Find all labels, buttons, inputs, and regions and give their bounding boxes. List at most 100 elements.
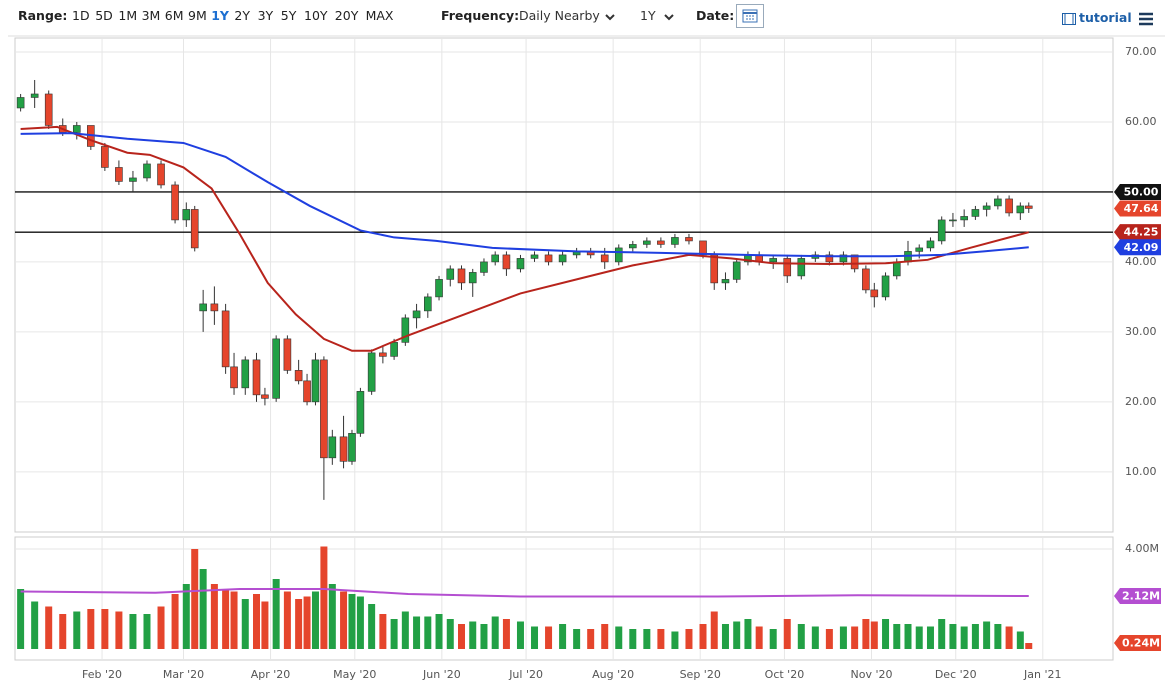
value-tag xyxy=(1114,635,1161,651)
volume-bar xyxy=(559,624,567,649)
candle-body xyxy=(446,268,455,280)
range-button[interactable]: 5D xyxy=(95,8,113,23)
volume-bar xyxy=(516,621,524,649)
volume-bar xyxy=(272,579,280,649)
volume-bar xyxy=(379,614,387,649)
price-panel xyxy=(14,37,1114,533)
volume-bar xyxy=(904,624,912,649)
tutorial-link[interactable]: tutorial xyxy=(1079,10,1132,25)
range-button[interactable]: 3Y xyxy=(257,8,274,23)
candle-body xyxy=(115,167,123,182)
range-button[interactable]: 1D xyxy=(72,8,90,23)
candle-body xyxy=(657,240,665,245)
x-tick-label: Dec '20 xyxy=(935,668,977,681)
candle-body xyxy=(960,216,968,221)
range-button[interactable]: 1M xyxy=(118,8,138,23)
volume-bar xyxy=(356,596,364,649)
candle-body xyxy=(783,258,792,277)
candle-body xyxy=(839,254,848,263)
candle-body xyxy=(272,338,280,399)
x-tick-label: Sep '20 xyxy=(680,668,721,681)
period-select[interactable]: 1Y xyxy=(640,8,656,23)
range-button[interactable]: 5Y xyxy=(280,8,297,23)
volume-bar xyxy=(480,624,488,649)
candle-body xyxy=(915,247,924,252)
volume-bar xyxy=(1016,631,1024,649)
volume-bar xyxy=(685,629,693,649)
volume-bar xyxy=(295,599,303,649)
candle-body xyxy=(732,261,741,280)
volume-bar xyxy=(59,614,67,649)
range-button[interactable]: 2Y xyxy=(234,8,250,23)
volume-bar xyxy=(531,626,539,649)
candle-body xyxy=(44,93,53,126)
range-button[interactable]: 6M xyxy=(164,8,184,23)
candle-body xyxy=(892,261,901,277)
y-tick-label: 70.00 xyxy=(1125,45,1157,58)
candle-body xyxy=(435,279,443,298)
volume-bar xyxy=(915,626,923,649)
candle-body xyxy=(199,303,207,312)
candle-body xyxy=(328,436,337,459)
candle-body xyxy=(769,258,778,263)
candle-body xyxy=(241,359,250,389)
volume-bar xyxy=(851,626,859,649)
volume-bar xyxy=(971,624,979,649)
candle-body xyxy=(710,254,719,284)
volume-bar xyxy=(101,609,109,649)
volume-bar xyxy=(643,629,651,649)
candle-body xyxy=(283,338,292,371)
candle-body xyxy=(1016,205,1025,214)
candle-body xyxy=(261,394,269,399)
range-button[interactable]: 9M xyxy=(188,8,207,23)
range-button[interactable]: 3M xyxy=(141,8,161,23)
candle-body xyxy=(516,258,525,270)
value-tag-label: 2.12M xyxy=(1122,590,1160,603)
candle-body xyxy=(491,254,499,263)
candle-body xyxy=(994,198,1002,207)
range-button[interactable]: MAX xyxy=(365,8,394,23)
value-tag-label: 50.00 xyxy=(1124,185,1159,198)
toolbar: Range: 1D 5D 1M 3M 6M 9M 1Y 2Y 3Y 5Y 10Y 20Y MAX Fre… xyxy=(0,0,1170,34)
x-tick-label: Oct '20 xyxy=(765,668,805,681)
frequency-label: Frequency: xyxy=(441,8,520,23)
volume-bar xyxy=(983,621,991,649)
volume-bar xyxy=(129,614,137,649)
volume-bar xyxy=(143,614,151,649)
value-tag-label: 47.64 xyxy=(1124,202,1159,215)
value-tag xyxy=(1114,588,1161,604)
volume-bar xyxy=(458,624,466,649)
frequency-select[interactable]: Daily Nearby xyxy=(519,8,600,23)
volume-bar xyxy=(783,619,791,649)
candle-body xyxy=(671,237,679,245)
candle-body xyxy=(825,254,834,263)
range-button[interactable]: 1Y xyxy=(211,8,229,23)
volume-bar xyxy=(87,609,95,649)
candle-body xyxy=(1024,205,1033,209)
value-tag-label: 44.25 xyxy=(1124,226,1159,239)
calendar-button[interactable] xyxy=(736,4,764,28)
range-button[interactable]: 10Y xyxy=(304,8,328,23)
x-tick-label: May '20 xyxy=(333,668,376,681)
range-button[interactable]: 20Y xyxy=(334,8,359,23)
candle-body xyxy=(881,275,890,298)
volume-bar xyxy=(755,626,763,649)
x-tick-label: Jun '20 xyxy=(422,668,461,681)
candle-body xyxy=(721,279,730,284)
volume-bar xyxy=(283,591,291,649)
dropdown-arrow xyxy=(605,14,615,21)
volume-bar xyxy=(994,624,1002,649)
volume-bar xyxy=(862,619,870,649)
menu-button[interactable] xyxy=(1138,12,1154,26)
volume-bar xyxy=(629,629,637,649)
volume-panel xyxy=(14,536,1114,661)
candle-body xyxy=(699,240,707,256)
volume-bar xyxy=(261,601,269,649)
y-tick-label: 4.00M xyxy=(1125,542,1159,555)
candle-body xyxy=(1005,198,1013,214)
volume-bar xyxy=(615,626,623,649)
volume-bar xyxy=(949,624,957,649)
candle-body xyxy=(252,359,261,396)
volume-bar xyxy=(744,619,752,649)
